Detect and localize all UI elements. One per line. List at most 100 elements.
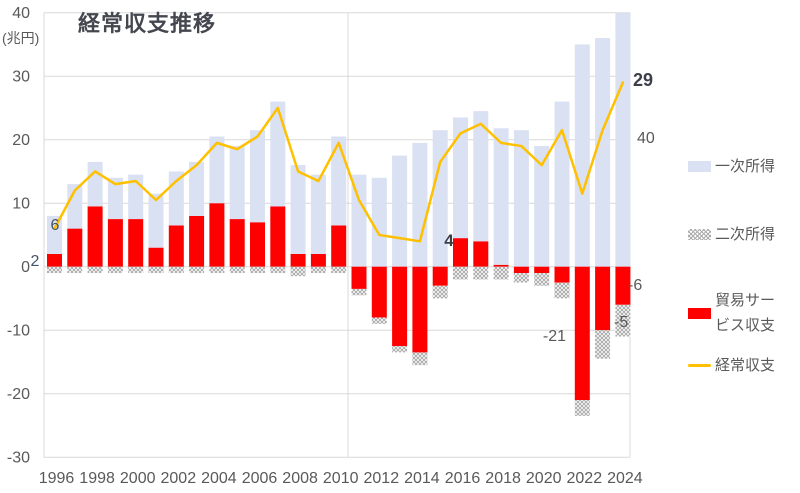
bar-primary-income-2017: [473, 111, 489, 242]
bar-primary-income-2021: [554, 101, 570, 267]
annotation-label-1996-line: 6: [51, 217, 60, 234]
annotation-label-2024-trade: -6: [628, 277, 642, 294]
bar-primary-income-2003: [189, 161, 205, 216]
x-tick-2016: 2016: [445, 470, 481, 487]
bar-primary-income-2023: [595, 38, 611, 267]
x-tick-2004: 2004: [201, 470, 237, 487]
bar-trade-services-1997: [67, 228, 83, 267]
x-tick-2002: 2002: [161, 470, 197, 487]
x-tick-2018: 2018: [485, 470, 521, 487]
bar-secondary-income-2016: [453, 266, 468, 280]
bar-trade-services-2004: [209, 203, 225, 267]
bar-trade-services-2001: [148, 247, 164, 267]
bar-trade-services-2015: [432, 266, 448, 286]
bar-trade-services-1996: [47, 254, 62, 267]
y-tick--10: -10: [7, 323, 30, 340]
y-tick--30: -30: [7, 450, 30, 467]
bar-secondary-income-2014: [412, 352, 428, 366]
legend-item-primary-income: 一次所得: [688, 154, 775, 179]
bar-secondary-income-1998: [87, 266, 103, 274]
legend-item-current-account: 経常収支: [688, 353, 775, 378]
bar-secondary-income-2002: [168, 266, 184, 274]
legend: 一次所得 二次所得 貿易サービス収支 経常収支: [688, 0, 800, 493]
bar-secondary-income-2001: [148, 266, 164, 274]
bar-trade-services-2003: [189, 215, 205, 267]
legend-label-current-account: 経常収支: [715, 357, 776, 374]
bar-secondary-income-2013: [392, 346, 408, 353]
bar-trade-services-2011: [351, 266, 367, 289]
bar-trade-services-2016: [453, 238, 468, 267]
bar-primary-income-2022: [574, 44, 590, 267]
bar-primary-income-2024: [615, 12, 631, 267]
y-tick-40: 40: [12, 5, 30, 22]
legend-swatch-trade-services: [688, 307, 711, 319]
bar-trade-services-2006: [250, 222, 265, 267]
bar-primary-income-2006: [250, 130, 265, 223]
bar-trade-services-2005: [229, 219, 245, 267]
bar-trade-services-2024: [615, 266, 631, 305]
bar-primary-income-1998: [87, 161, 103, 207]
annotation-label-2024-line: 29: [633, 70, 653, 90]
bar-primary-income-2013: [392, 155, 408, 267]
y-tick-30: 30: [12, 69, 30, 86]
chart-title: 経常収支推移: [78, 11, 217, 36]
bar-secondary-income-2021: [554, 282, 570, 299]
y-tick--20: -20: [7, 386, 30, 403]
bar-secondary-income-2004: [209, 266, 225, 274]
bar-primary-income-2004: [209, 136, 225, 204]
bar-secondary-income-2000: [128, 266, 144, 274]
annotation-label-1996-trade: 2: [31, 253, 40, 270]
bar-secondary-income-2009: [310, 266, 326, 274]
x-tick-2022: 2022: [567, 470, 603, 487]
legend-label-primary-income: 一次所得: [715, 158, 776, 175]
y-tick-20: 20: [12, 132, 30, 149]
y-tick-10: 10: [12, 196, 30, 213]
bar-primary-income-2016: [453, 117, 468, 239]
bar-trade-services-2023: [595, 266, 611, 331]
bar-secondary-income-2011: [351, 288, 367, 296]
bar-trade-services-2013: [392, 266, 408, 347]
legend-swatch-secondary-income: [688, 229, 711, 240]
bar-trade-services-2012: [371, 266, 387, 318]
bar-secondary-income-2019: [513, 273, 529, 283]
bar-primary-income-2007: [270, 101, 286, 207]
bar-secondary-income-1996: [47, 266, 62, 274]
x-tick-2014: 2014: [404, 470, 440, 487]
x-tick-1996: 1996: [39, 470, 75, 487]
bar-secondary-income-2022: [574, 400, 590, 416]
bar-trade-services-2020: [534, 266, 550, 274]
legend-label-secondary-income: 二次所得: [715, 226, 776, 243]
bar-primary-income-1999: [107, 177, 123, 220]
bar-secondary-income-2020: [534, 273, 550, 286]
bar-trade-services-2018: [493, 264, 509, 267]
bar-trade-services-2019: [513, 266, 529, 274]
legend-item-trade-services: 貿易サービス収支: [688, 288, 785, 338]
bar-secondary-income-2015: [432, 285, 448, 299]
bar-trade-services-1999: [107, 219, 123, 267]
bar-primary-income-2008: [290, 165, 306, 254]
bar-trade-services-2002: [168, 225, 184, 267]
bar-secondary-income-2023: [595, 330, 611, 359]
x-tick-2000: 2000: [120, 470, 156, 487]
bar-primary-income-1996: [47, 215, 62, 254]
bar-primary-income-2005: [229, 146, 245, 220]
bar-secondary-income-2024: [615, 304, 631, 337]
bar-trade-services-2007: [270, 206, 286, 267]
legend-label-trade-services: 貿易サービス収支: [715, 292, 776, 334]
legend-item-secondary-income: 二次所得: [688, 222, 775, 247]
bar-trade-services-2014: [412, 266, 428, 353]
x-tick-2010: 2010: [323, 470, 359, 487]
bar-trade-services-2008: [290, 254, 306, 267]
bar-secondary-income-2003: [189, 266, 205, 274]
bar-secondary-income-2017: [473, 266, 489, 280]
x-tick-2020: 2020: [526, 470, 562, 487]
annotation-label-2024-primary: 40: [637, 130, 655, 147]
annotation-label-2022-trade: -21: [543, 328, 566, 345]
bar-primary-income-2014: [412, 142, 428, 267]
bar-secondary-income-2008: [290, 266, 306, 277]
bar-primary-income-2001: [148, 193, 164, 248]
bar-primary-income-2015: [432, 130, 448, 267]
bar-secondary-income-1997: [67, 266, 83, 274]
